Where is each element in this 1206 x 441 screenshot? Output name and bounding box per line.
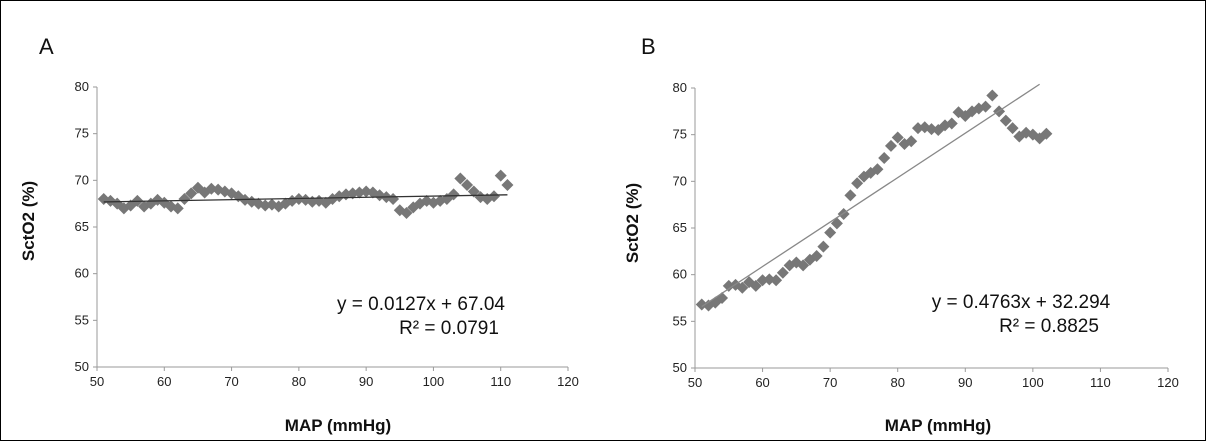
x-tick-label-a: 90 — [359, 374, 373, 389]
data-point-b — [884, 139, 897, 152]
data-point-b — [986, 89, 999, 102]
y-tick-label-b: 55 — [673, 313, 687, 328]
x-axis-title-b: MAP (mmHg) — [885, 416, 991, 435]
y-axis-ticks-a: 50 55 60 65 70 75 80 — [75, 79, 97, 374]
y-tick-label-b: 70 — [673, 173, 687, 188]
y-tick-label-b: 65 — [673, 220, 687, 235]
x-tick-label-b: 60 — [755, 375, 769, 390]
data-point-a — [487, 190, 500, 203]
data-point-b — [830, 217, 843, 230]
x-tick-label-b: 50 — [688, 375, 702, 390]
x-tick-label-b: 120 — [1157, 375, 1179, 390]
y-tick-label-a: 55 — [75, 312, 89, 327]
x-tick-label-b: 80 — [890, 375, 904, 390]
data-point-a — [501, 179, 514, 191]
data-point-a — [185, 187, 198, 200]
x-tick-label-a: 80 — [292, 374, 306, 389]
y-axis-title-b: SctO2 (%) — [623, 183, 642, 263]
data-point-a — [178, 193, 191, 205]
data-point-a — [467, 185, 480, 198]
data-point-b — [1040, 127, 1053, 140]
data-point-b — [851, 177, 864, 190]
panel-label-b: B — [641, 34, 656, 59]
trendline-a — [103, 194, 508, 203]
data-point-b — [736, 281, 749, 294]
x-tick-label-a: 100 — [423, 374, 445, 389]
y-tick-label-b: 80 — [673, 80, 687, 95]
y-tick-label-a: 50 — [75, 359, 89, 374]
data-point-a — [171, 202, 184, 215]
y-axis-ticks-b: 50 55 60 65 70 75 80 — [673, 80, 695, 375]
data-point-b — [878, 152, 891, 164]
data-point-b — [770, 274, 783, 287]
x-tick-label-a: 120 — [557, 374, 579, 389]
data-point-b — [891, 131, 904, 144]
data-point-b — [905, 135, 918, 148]
x-tick-label-a: 60 — [157, 374, 171, 389]
data-point-a — [387, 193, 400, 205]
x-axis-ticks-b: 50 60 70 80 90 100 110 120 — [688, 368, 1179, 390]
chart-panel-b: B 50 55 60 65 70 75 80 50 60 70 80 90 100 110 120 MAP… — [623, 34, 1179, 435]
data-point-b — [945, 117, 958, 130]
equation-label-a: y = 0.0127x + 67.04 — [337, 294, 505, 315]
data-point-b — [999, 114, 1012, 127]
data-point-a — [400, 207, 413, 219]
data-points-a — [97, 169, 514, 219]
data-point-b — [979, 100, 992, 113]
trendline-b — [701, 83, 1040, 308]
y-tick-label-a: 70 — [75, 172, 89, 187]
x-tick-label-b: 90 — [958, 375, 972, 390]
y-tick-label-a: 75 — [75, 126, 89, 141]
r-squared-label-a: R² = 0.0791 — [399, 318, 499, 339]
data-points-b — [695, 89, 1053, 312]
data-point-b — [844, 189, 857, 202]
chart-panel-a: A 50 55 60 65 70 75 80 50 60 70 80 90 100 110 120 MAP… — [19, 34, 579, 435]
y-tick-label-b: 60 — [673, 267, 687, 282]
data-point-b — [749, 279, 762, 292]
y-tick-label-b: 50 — [673, 360, 687, 375]
x-tick-label-a: 70 — [224, 374, 238, 389]
y-axis-title-a: SctO2 (%) — [19, 181, 38, 261]
y-tick-label-b: 75 — [673, 127, 687, 142]
data-point-a — [461, 179, 474, 191]
data-point-b — [776, 266, 789, 279]
y-tick-label-a: 80 — [75, 79, 89, 94]
y-tick-label-a: 65 — [75, 219, 89, 234]
data-point-b — [817, 240, 830, 253]
panel-label-a: A — [39, 34, 54, 59]
x-tick-label-b: 110 — [1090, 375, 1111, 390]
data-point-b — [1013, 130, 1026, 143]
r-squared-label-b: R² = 0.8825 — [999, 316, 1099, 337]
data-point-a — [117, 202, 130, 215]
x-tick-label-b: 70 — [823, 375, 837, 390]
x-tick-label-a: 50 — [90, 374, 104, 389]
data-point-b — [797, 259, 810, 272]
data-point-a — [454, 172, 467, 185]
x-axis-title-a: MAP (mmHg) — [285, 416, 391, 435]
data-point-b — [871, 163, 884, 176]
x-tick-label-b: 100 — [1022, 375, 1044, 390]
data-point-b — [824, 226, 837, 239]
data-point-a — [494, 169, 507, 182]
x-tick-label-a: 110 — [490, 374, 511, 389]
x-axis-ticks-a: 50 60 70 80 90 100 110 120 — [90, 367, 579, 389]
y-tick-label-a: 60 — [75, 266, 89, 281]
data-point-a — [447, 188, 460, 201]
data-point-b — [810, 250, 823, 262]
equation-label-b: y = 0.4763x + 32.294 — [932, 292, 1111, 313]
data-point-b — [1006, 122, 1019, 135]
